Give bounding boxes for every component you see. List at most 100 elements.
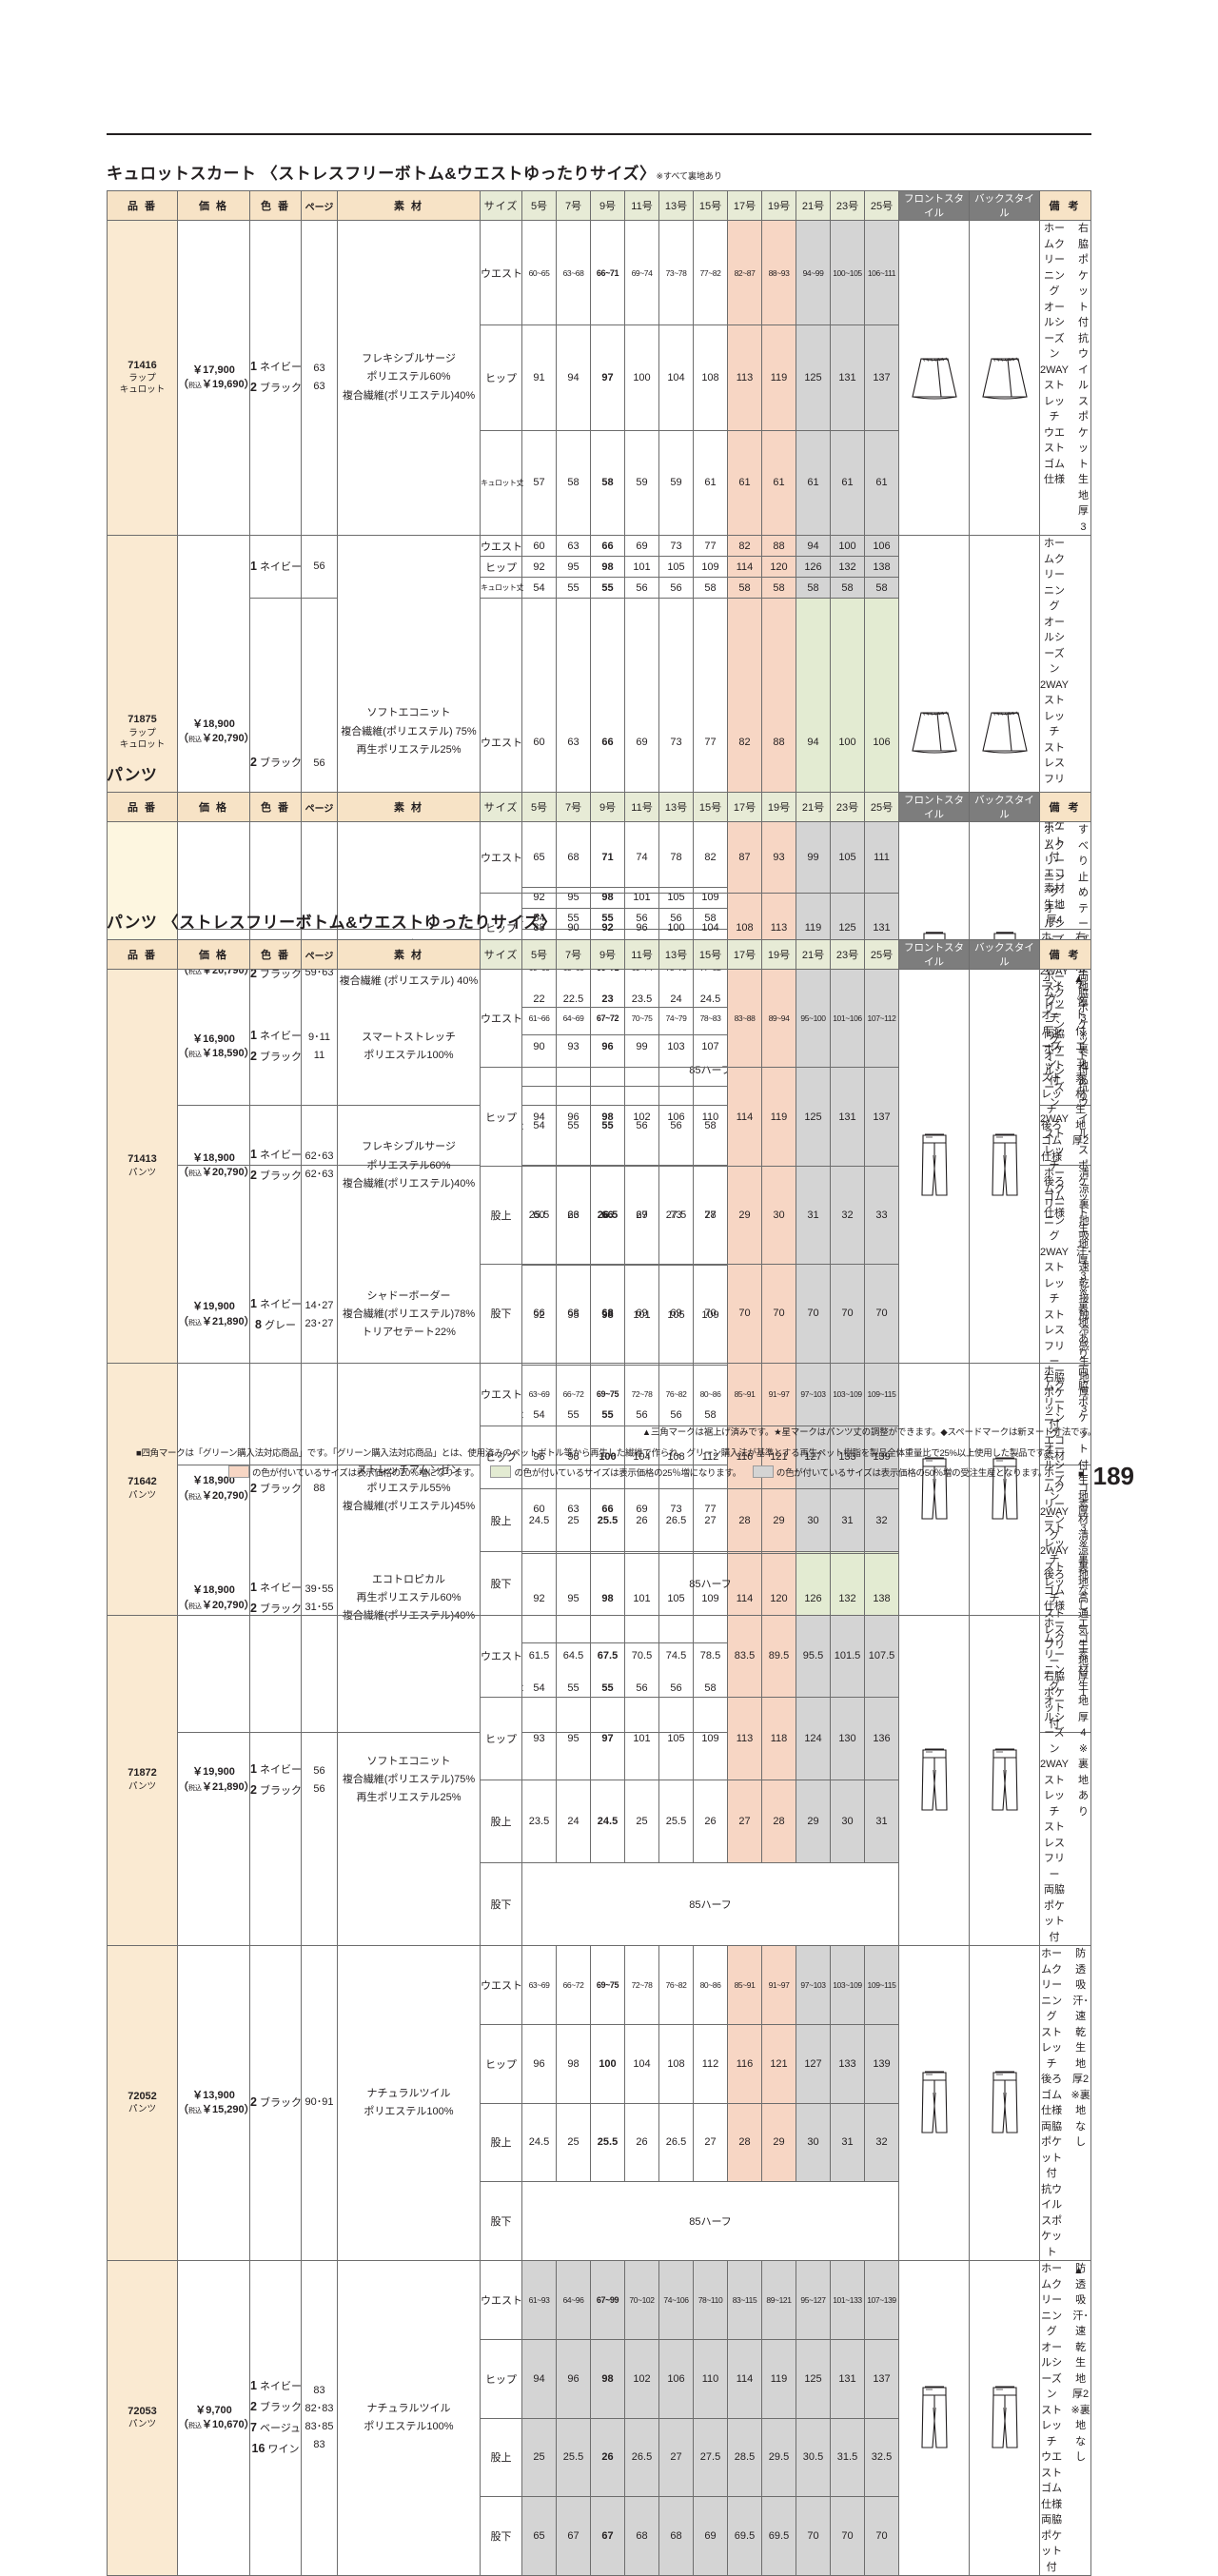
measure-value: 63 — [556, 535, 591, 557]
product-code-cell[interactable]: 71872 パンツ — [107, 1614, 178, 1946]
measure-value: 61 — [727, 429, 762, 537]
col-header-size-13号: 13号 — [658, 939, 694, 970]
col-header-front-style: フロントスタイル — [898, 939, 970, 970]
remark-line: 2WAYストレッチ — [1040, 1112, 1069, 1172]
measure-value: 55 — [590, 577, 625, 599]
measure-value: 73~78 — [658, 219, 694, 326]
measure-label: ヒップ — [480, 2023, 522, 2104]
col-header-size-15号: 15号 — [693, 190, 728, 221]
color-name: ブラック — [260, 2097, 303, 2110]
color-name: ネイビー — [260, 1150, 303, 1162]
measure-value: 85~91 — [727, 1945, 762, 2025]
measure-value: 64~69 — [556, 968, 591, 1069]
measure-value: 32 — [864, 2102, 899, 2183]
product-code-cell[interactable]: 72052 パンツ — [107, 1945, 178, 2261]
front-style-figure — [898, 1362, 970, 1616]
measure-value: 139 — [864, 2023, 899, 2104]
remark-line: 両脇ポケット付 — [1041, 2120, 1063, 2180]
measure-value: 94 — [556, 324, 591, 431]
measure-value: 97~103 — [796, 1362, 831, 1426]
remark-line: オールシーズン — [1043, 1050, 1065, 1110]
price-cell: ￥17,900 （税込￥19,690） — [177, 220, 255, 536]
measure-value: 114 — [727, 1067, 762, 1167]
table-header-row: 品 番価 格色 番ページ素 材サイズ 5号 7号 9号 11号 13号 15号 17号 19号 2… — [107, 190, 1091, 221]
measure-label: ウエスト — [480, 1362, 522, 1426]
product-code-cell[interactable]: 71413 パンツ — [107, 969, 178, 1364]
product-code-cell[interactable]: 72053 パンツ — [107, 2260, 178, 2576]
remark-line: ストレスフリー — [1043, 1821, 1065, 1880]
table-row: 71642 パンツ ￥18,900 （税込￥20,790） 2 ブラック 88 ストレッチア… — [107, 1362, 1091, 1616]
measure-value: 70 — [830, 1264, 865, 1364]
col-header-size-13号: 13号 — [658, 792, 694, 822]
measure-value: 95~127 — [796, 2260, 831, 2340]
measure-value: 98 — [590, 1067, 625, 1167]
product-code: 71875 — [128, 714, 157, 726]
col-header-page: ページ — [301, 792, 338, 822]
remark-line: ストレッチ — [1041, 2404, 1063, 2448]
product-table: 品 番価 格色 番ページ素 材サイズ 5号 7号 9号 11号 13号 15号 17号 19号 2… — [107, 939, 1091, 2576]
measure-value: 25.5 — [658, 1780, 694, 1864]
col-header-remarks: 備 考 — [1039, 190, 1091, 221]
measure-value: 74 — [624, 821, 659, 894]
product-code-cell[interactable]: 71642 パンツ — [107, 1362, 178, 1616]
measure-value: 78~83 — [693, 968, 728, 1069]
legend-text: の色が付いているサイズは表示価格の25％増になります。 — [514, 1468, 741, 1479]
col-header-size-23号: 23号 — [830, 939, 865, 970]
remark-line: オールシーズン — [1043, 616, 1065, 676]
section-title: パンツ 〈ストレスフリーボトム&ウエストゆったりサイズ〉 — [107, 909, 1091, 933]
measure-label: 股上 — [480, 1780, 522, 1864]
product-code: 71872 — [128, 1767, 157, 1780]
color-entry: 7 ベージュ — [250, 2418, 301, 2439]
measure-value: 80~86 — [693, 1945, 728, 2025]
page-ref: 88 — [313, 1482, 325, 1494]
measure-value: 100~105 — [830, 219, 865, 326]
measure-value: 105 — [658, 556, 694, 578]
measure-value: 102 — [624, 1067, 659, 1167]
remarks-col-2: エコ素材 生地厚4 ※裏地あり — [1076, 1616, 1090, 1946]
color-number: 1 — [250, 1148, 257, 1162]
measure-value: 101~106 — [830, 968, 865, 1069]
color-entry: 2 ブラック — [250, 2397, 302, 2418]
price-value: ￥9,700 — [195, 2404, 232, 2416]
price-value: ￥18,900 — [192, 1151, 235, 1164]
price-cell: ￥18,900 （税込￥20,790） — [177, 969, 255, 1364]
col-header-size-25号: 25号 — [864, 939, 899, 970]
color-name: ブラック — [260, 1784, 303, 1797]
measure-value: 26.5 — [658, 1487, 694, 1553]
measure-value: 109 — [693, 1697, 728, 1781]
measure-value: 31 — [830, 1487, 865, 1553]
measure-value: 108 — [693, 324, 728, 431]
page-ref: 62･63 — [304, 1169, 334, 1181]
col-header-size-19号: 19号 — [761, 792, 796, 822]
product-code-cell[interactable]: 71416 ラップ キュロット — [107, 220, 178, 536]
material-line: ストレッチアムンゼン — [356, 1464, 462, 1476]
measure-value: 100 — [624, 324, 659, 431]
measure-value: 31.5 — [830, 2417, 865, 2498]
col-header-material: 素 材 — [337, 939, 481, 970]
measure-value: 98 — [590, 556, 625, 578]
measure-value: 70 — [796, 1264, 831, 1364]
remark-line: 生地厚3 — [1077, 474, 1089, 533]
measure-value: 119 — [761, 324, 796, 431]
measure-value: 63~69 — [521, 1362, 557, 1426]
measure-value: 114 — [727, 556, 762, 578]
col-header-size-7号: 7号 — [556, 190, 591, 221]
measure-value: 57 — [521, 429, 557, 537]
col-header-size-5号: 5号 — [521, 939, 557, 970]
measure-value: 56 — [658, 577, 694, 599]
col-header-size-11号: 11号 — [624, 190, 659, 221]
measure-value: 78 — [658, 821, 694, 894]
product-code-sub: パンツ — [128, 2104, 156, 2115]
legend-item: の色が付いているサイズは表示価格の25％増になります。 — [490, 1465, 741, 1479]
color-entry: 1 ネイビー — [250, 1760, 302, 1780]
measure-value: 55 — [556, 577, 591, 599]
measure-value: 78~110 — [693, 2260, 728, 2340]
col-header-remarks: 備 考 — [1039, 792, 1091, 822]
remark-line: 両脇ポケット付 — [1043, 1884, 1065, 1943]
remarks-col-2: 防透 吸汗･速乾 生地厚2 ※裏地なし — [1071, 2261, 1090, 2575]
measure-label: 股上 — [480, 1165, 522, 1266]
measure-label: ウエスト — [480, 821, 522, 894]
measure-value: 33 — [864, 1165, 899, 1266]
